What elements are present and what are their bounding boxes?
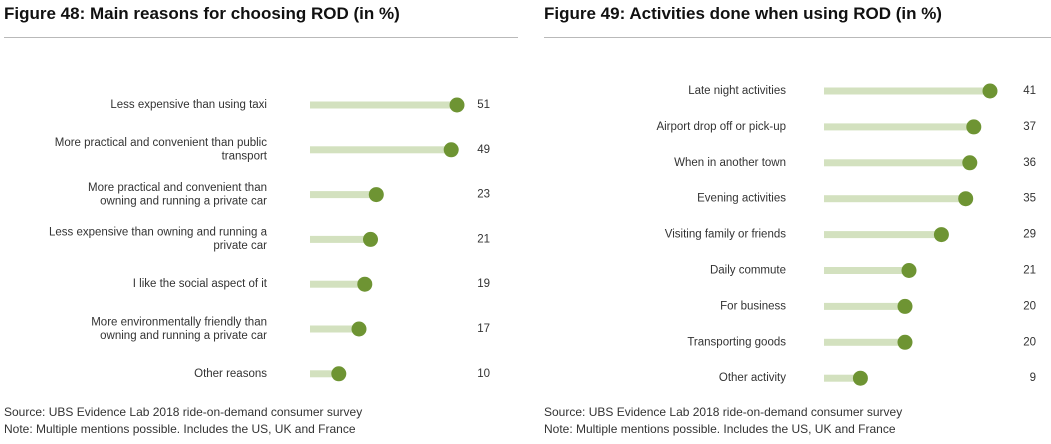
fig49-dot (897, 334, 913, 350)
fig49-row: Transporting goods 20 (687, 334, 1036, 350)
figure-49-note: Note: Multiple mentions possible. Includ… (544, 422, 896, 436)
figure-48-title-rule (4, 37, 518, 38)
fig49-bar (824, 231, 942, 239)
fig48-value-label: 17 (477, 323, 490, 335)
fig48-row: Less expensive than owning and running a… (49, 227, 490, 253)
figure-48-notes: Source: UBS Evidence Lab 2018 ride-on-de… (4, 404, 362, 438)
fig48-category-label: Less expensive than using taxi (110, 99, 267, 111)
fig48-bar (310, 235, 371, 243)
fig49-bar (824, 195, 966, 203)
fig49-row: For business 20 (720, 298, 1036, 314)
fig49-bar (824, 267, 909, 274)
fig48-category-label: transport (222, 151, 268, 163)
fig49-category-label: For business (720, 300, 786, 312)
fig49-bar (824, 302, 905, 310)
fig49-value-label: 21 (1023, 265, 1036, 277)
fig48-dot (443, 142, 459, 158)
fig48-dot (363, 231, 378, 247)
fig48-value-label: 19 (477, 278, 490, 290)
fig49-dot (897, 298, 913, 314)
fig48-category-label: Other reasons (194, 368, 267, 380)
fig49-category-label: Daily commute (710, 265, 786, 277)
fig48-dot (449, 97, 465, 113)
fig48-bar (310, 191, 377, 199)
fig48-dot (331, 366, 347, 382)
fig49-value-label: 37 (1023, 121, 1036, 133)
fig49-category-label: Other activity (719, 372, 786, 384)
fig49-value-label: 35 (1023, 193, 1036, 205)
fig49-category-label: When in another town (674, 157, 786, 169)
fig49-value-label: 41 (1023, 85, 1036, 97)
fig48-row: More practical and convenient thanowning… (88, 182, 490, 208)
fig48-category-label: More environmentally friendly than (91, 316, 267, 328)
figure-48-title: Figure 48: Main reasons for choosing ROD… (4, 4, 400, 23)
fig48-value-label: 51 (477, 99, 490, 111)
fig49-dot (901, 263, 917, 278)
fig49-value-label: 29 (1023, 229, 1036, 241)
fig48-dot (351, 321, 367, 337)
fig49-dot (852, 370, 868, 386)
figure-48-note: Note: Multiple mentions possible. Includ… (4, 422, 356, 436)
figure-49-title-rule (544, 37, 1051, 38)
fig49-category-label: Airport drop off or pick-up (656, 121, 786, 133)
fig48-bar (310, 101, 457, 109)
fig49-value-label: 9 (1030, 372, 1036, 384)
fig48-bar (310, 325, 359, 333)
fig49-dot (958, 191, 974, 207)
figure-48-source: Source: UBS Evidence Lab 2018 ride-on-de… (4, 405, 363, 419)
fig49-bar (824, 87, 990, 95)
fig49-category-label: Late night activities (688, 85, 786, 97)
fig48-value-label: 10 (477, 368, 490, 380)
fig48-category-label: owning and running a private car (100, 195, 267, 207)
fig48-category-label: private car (213, 240, 267, 252)
fig48-category-label: Less expensive than owning and running a (49, 227, 268, 239)
fig49-bar (824, 159, 970, 167)
fig48-bar (310, 370, 339, 378)
fig49-dot (933, 227, 949, 243)
fig48-value-label: 21 (477, 233, 490, 245)
fig48-category-label: More practical and convenient than publi… (55, 137, 267, 149)
fig49-dot (966, 119, 982, 135)
fig48-bar (310, 146, 452, 154)
fig48-row: Other reasons 10 (194, 366, 490, 382)
fig49-category-label: Visiting family or friends (665, 229, 786, 241)
figure-49-title: Figure 49: Activities done when using RO… (544, 4, 942, 23)
fig49-row: Visiting family or friends 29 (665, 227, 1036, 243)
fig49-dot (962, 155, 978, 171)
fig49-bar (824, 374, 861, 382)
fig48-row: I like the social aspect of it 19 (133, 276, 490, 292)
figure-48-chart: Less expensive than using taxi 51 More pra… (49, 97, 490, 382)
figure-49-chart: Late night activities 41 Airport drop off … (656, 83, 1036, 386)
fig48-bar (310, 280, 365, 288)
fig49-bar (824, 338, 905, 346)
fig48-category-label: I like the social aspect of it (133, 278, 268, 290)
fig49-category-label: Transporting goods (687, 336, 786, 348)
fig49-row: Airport drop off or pick-up 37 (656, 119, 1036, 135)
fig48-row: More practical and convenient than publi… (55, 137, 490, 163)
fig48-value-label: 49 (477, 144, 490, 156)
fig49-row: Other activity 9 (719, 370, 1036, 386)
fig48-category-label: owning and running a private car (100, 330, 267, 342)
figure-49-source: Source: UBS Evidence Lab 2018 ride-on-de… (544, 405, 903, 419)
fig48-dot (368, 187, 384, 203)
fig49-row: Daily commute 21 (710, 263, 1036, 278)
fig49-row: When in another town 36 (674, 155, 1036, 171)
fig49-category-label: Evening activities (697, 193, 786, 205)
fig48-row: Less expensive than using taxi 51 (110, 97, 490, 113)
fig49-row: Evening activities 35 (697, 191, 1036, 207)
fig48-row: More environmentally friendly than owning… (91, 316, 490, 342)
fig49-dot (982, 83, 998, 99)
figure-48-panel: Figure 48: Main reasons for choosing ROD… (0, 0, 518, 444)
fig48-category-label: More practical and convenient than (88, 182, 267, 194)
fig49-row: Late night activities 41 (688, 83, 1036, 99)
fig49-value-label: 36 (1023, 157, 1036, 169)
fig49-value-label: 20 (1023, 336, 1036, 348)
figure-49-notes: Source: UBS Evidence Lab 2018 ride-on-de… (544, 404, 902, 438)
fig49-value-label: 20 (1023, 300, 1036, 312)
fig49-bar (824, 123, 974, 131)
fig48-value-label: 23 (477, 189, 490, 201)
figure-49-panel: Figure 49: Activities done when using RO… (540, 0, 1051, 444)
fig48-dot (357, 276, 373, 292)
